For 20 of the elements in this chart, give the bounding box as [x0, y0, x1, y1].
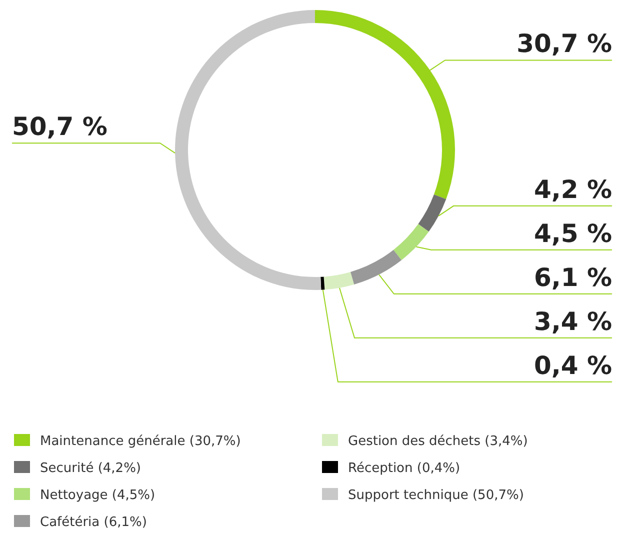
donut-slice [324, 272, 354, 290]
data-label: 4,5 % [534, 218, 612, 248]
donut-slice [320, 276, 325, 290]
legend-label: Gestion des déchets (3,4%) [348, 434, 528, 449]
data-label: 6,1 % [534, 262, 612, 292]
legend-label: Cafétéria (6,1%) [40, 515, 147, 530]
legend-label: Securité (4,2%) [40, 461, 141, 476]
data-label: 3,4 % [534, 306, 612, 336]
legend-label: Maintenance générale (30,7%) [40, 434, 241, 449]
legend-label: Réception (0,4%) [348, 461, 460, 476]
donut-slice [175, 10, 322, 290]
donut-slice [418, 194, 446, 232]
data-label: 0,4 % [534, 350, 612, 380]
legend-label: Nettoyage (4,5%) [40, 488, 156, 503]
data-label: 50,7 % [12, 112, 108, 142]
donut-slice [350, 250, 402, 284]
donut-slice [393, 224, 429, 260]
data-label: 30,7 % [516, 29, 612, 58]
data-label: 4,2 % [534, 174, 612, 204]
legend-label: Support technique (50,7%) [348, 488, 524, 503]
